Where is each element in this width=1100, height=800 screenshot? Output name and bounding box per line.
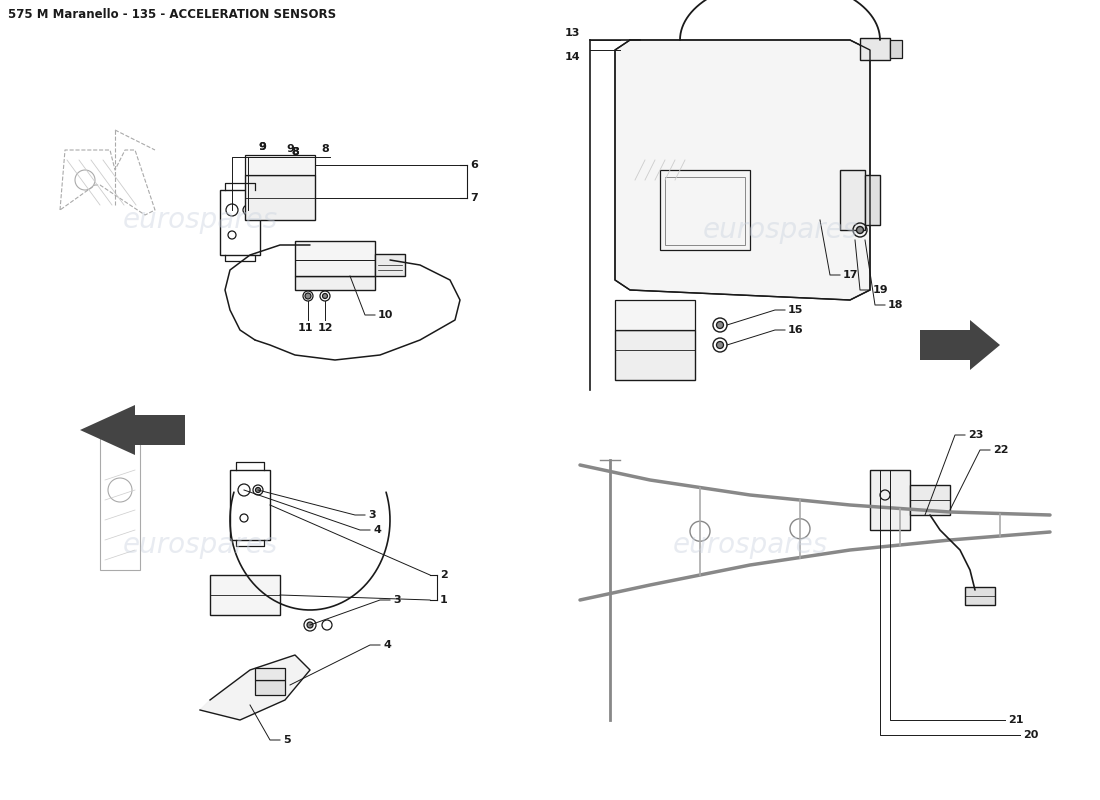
Text: 8: 8 bbox=[321, 144, 329, 154]
Bar bbox=[295, 276, 375, 290]
Bar bbox=[840, 170, 865, 230]
Text: 5: 5 bbox=[283, 735, 290, 745]
Text: 8: 8 bbox=[292, 147, 299, 157]
Text: eurospares: eurospares bbox=[672, 531, 827, 559]
Text: 18: 18 bbox=[888, 300, 903, 310]
Bar bbox=[910, 485, 950, 515]
Text: 1: 1 bbox=[440, 595, 448, 605]
Circle shape bbox=[307, 622, 314, 628]
Circle shape bbox=[716, 322, 724, 329]
Text: eurospares: eurospares bbox=[122, 531, 277, 559]
Bar bbox=[255, 668, 285, 680]
Text: 575 M Maranello - 135 - ACCELERATION SENSORS: 575 M Maranello - 135 - ACCELERATION SEN… bbox=[8, 8, 337, 21]
Bar bbox=[375, 254, 405, 276]
Text: 19: 19 bbox=[873, 285, 889, 295]
Bar bbox=[255, 680, 285, 695]
Text: 16: 16 bbox=[788, 325, 804, 335]
Circle shape bbox=[305, 293, 311, 299]
Bar bbox=[295, 241, 375, 276]
Text: 6: 6 bbox=[470, 160, 477, 170]
Bar bbox=[615, 330, 695, 380]
Polygon shape bbox=[200, 655, 310, 720]
Bar bbox=[210, 575, 280, 615]
Bar bbox=[865, 175, 880, 225]
Text: 9: 9 bbox=[258, 142, 266, 152]
Bar bbox=[220, 190, 260, 255]
Text: 4: 4 bbox=[373, 525, 381, 535]
Polygon shape bbox=[80, 405, 185, 455]
Bar bbox=[245, 155, 315, 175]
Text: 20: 20 bbox=[1023, 730, 1038, 740]
Text: 11: 11 bbox=[297, 323, 312, 333]
Text: 15: 15 bbox=[788, 305, 803, 315]
Circle shape bbox=[857, 226, 864, 234]
Polygon shape bbox=[615, 40, 870, 300]
Text: 10: 10 bbox=[378, 310, 394, 320]
Bar bbox=[860, 38, 890, 60]
Text: 12: 12 bbox=[317, 323, 332, 333]
Text: eurospares: eurospares bbox=[703, 216, 858, 244]
Bar bbox=[890, 40, 902, 58]
Text: 23: 23 bbox=[968, 430, 983, 440]
Bar bbox=[615, 300, 695, 330]
Text: 21: 21 bbox=[1008, 715, 1023, 725]
Bar bbox=[230, 470, 270, 540]
Text: 14: 14 bbox=[564, 52, 580, 62]
Text: 7: 7 bbox=[470, 193, 477, 203]
Bar bbox=[870, 470, 910, 530]
Text: 22: 22 bbox=[993, 445, 1009, 455]
Text: 3: 3 bbox=[368, 510, 375, 520]
Text: 2: 2 bbox=[440, 570, 448, 580]
Bar bbox=[965, 587, 996, 605]
Text: 9: 9 bbox=[286, 144, 294, 154]
Bar bbox=[245, 175, 315, 220]
Text: 13: 13 bbox=[564, 28, 580, 38]
Circle shape bbox=[322, 294, 328, 298]
Text: 3: 3 bbox=[393, 595, 400, 605]
Circle shape bbox=[255, 487, 261, 493]
Bar bbox=[666, 177, 745, 245]
Text: 9: 9 bbox=[258, 142, 266, 152]
Bar bbox=[660, 170, 750, 250]
Circle shape bbox=[716, 342, 724, 349]
Polygon shape bbox=[920, 320, 1000, 370]
Bar bbox=[100, 430, 140, 570]
Text: 17: 17 bbox=[843, 270, 858, 280]
Text: 4: 4 bbox=[383, 640, 390, 650]
Text: 8: 8 bbox=[292, 147, 299, 157]
Text: eurospares: eurospares bbox=[122, 206, 277, 234]
